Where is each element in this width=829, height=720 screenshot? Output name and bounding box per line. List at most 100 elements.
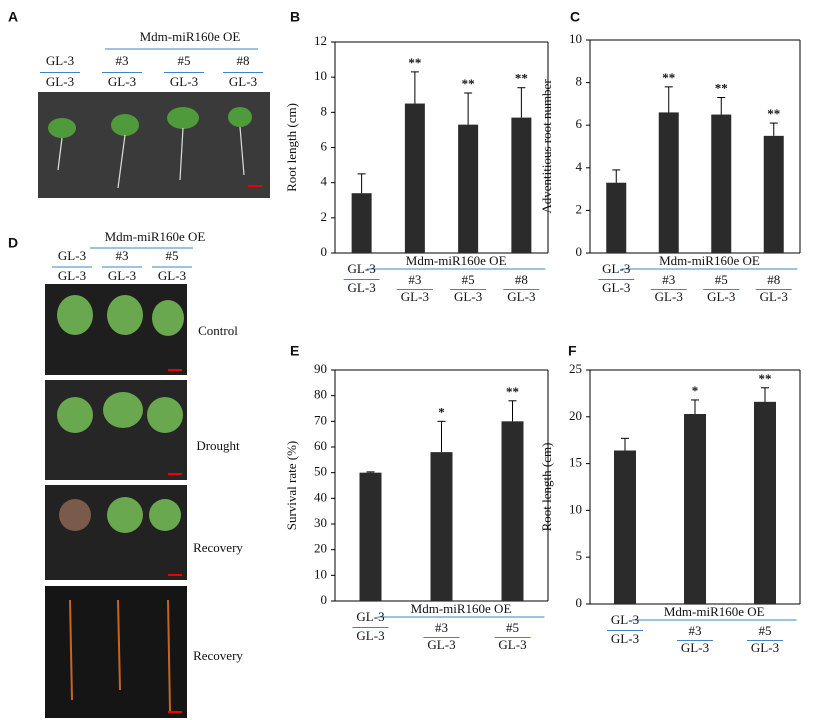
bar xyxy=(404,103,425,254)
x-tick-sublabel: GL-3 xyxy=(427,637,455,652)
y-tick-label: 10 xyxy=(569,501,582,516)
x-tick-label: GL-3 xyxy=(611,612,639,627)
plant-decor xyxy=(48,107,252,138)
x-tick-sublabel: GL-3 xyxy=(751,640,779,655)
y-tick-label: 50 xyxy=(314,464,327,479)
line-label: #8 xyxy=(237,53,250,68)
y-tick-label: 0 xyxy=(321,244,328,259)
bar xyxy=(511,117,532,253)
y-tick-label: 15 xyxy=(569,455,582,470)
x-tick-sublabel: GL-3 xyxy=(655,289,683,304)
line-label: GL-3 xyxy=(108,74,136,89)
root-decor xyxy=(57,126,245,189)
panel-letter: C xyxy=(570,9,580,25)
condition-label: Recovery xyxy=(193,648,243,663)
y-tick-label: 10 xyxy=(314,68,327,83)
bar xyxy=(614,450,636,604)
significance: ** xyxy=(506,384,519,399)
significance: ** xyxy=(462,76,475,91)
significance: ** xyxy=(408,55,421,70)
y-axis-label: Adventitious root number xyxy=(539,79,554,214)
line-label: GL-3 xyxy=(229,74,257,89)
group-label: Mdm-miR160e OE xyxy=(411,601,512,616)
photo xyxy=(38,92,270,198)
y-tick-label: 4 xyxy=(576,159,583,174)
x-tick-label: #5 xyxy=(462,272,475,287)
group-label: Mdm-miR160e OE xyxy=(105,229,206,244)
bar xyxy=(458,124,479,254)
y-tick-label: 0 xyxy=(576,595,583,610)
panel-letter: A xyxy=(8,9,18,25)
y-tick-label: 90 xyxy=(314,361,327,376)
y-tick-label: 25 xyxy=(569,361,582,376)
x-tick-sublabel: GL-3 xyxy=(760,289,788,304)
line-label: GL-3 xyxy=(158,268,186,283)
panel-letter: E xyxy=(290,343,299,359)
x-tick-sublabel: GL-3 xyxy=(498,637,526,652)
x-tick-label: #5 xyxy=(715,272,728,287)
x-tick-sublabel: GL-3 xyxy=(707,289,735,304)
condition-label: Recovery xyxy=(193,540,243,555)
bar xyxy=(763,135,784,253)
y-tick-label: 60 xyxy=(314,438,327,453)
significance: ** xyxy=(759,371,772,386)
x-tick-sublabel: GL-3 xyxy=(681,640,709,655)
bar xyxy=(351,193,372,253)
y-tick-label: 8 xyxy=(576,74,583,89)
photo xyxy=(45,586,187,718)
line-label: #5 xyxy=(178,53,191,68)
y-tick-label: 6 xyxy=(576,116,583,131)
x-tick-label: #3 xyxy=(435,620,448,635)
x-tick-label: GL-3 xyxy=(356,609,384,624)
x-tick-label: GL-3 xyxy=(602,261,630,276)
x-tick-label: #5 xyxy=(506,620,519,635)
y-tick-label: 20 xyxy=(314,541,327,556)
condition-label: Control xyxy=(198,323,238,338)
y-tick-label: 4 xyxy=(321,174,328,189)
y-tick-label: 30 xyxy=(314,515,327,530)
line-label: GL-3 xyxy=(46,53,74,68)
significance: ** xyxy=(715,80,728,95)
line-label: GL-3 xyxy=(108,268,136,283)
x-tick-sublabel: GL-3 xyxy=(602,280,630,295)
y-tick-label: 12 xyxy=(314,33,327,48)
line-label: GL-3 xyxy=(58,248,86,263)
bar xyxy=(501,421,524,601)
panel-letter: B xyxy=(290,9,300,25)
bar xyxy=(684,413,706,604)
line-label: GL-3 xyxy=(46,74,74,89)
x-tick-sublabel: GL-3 xyxy=(356,628,384,643)
y-tick-label: 2 xyxy=(321,209,328,224)
root-decor xyxy=(69,599,171,713)
line-label: GL-3 xyxy=(170,74,198,89)
x-tick-label: #3 xyxy=(689,623,702,638)
y-tick-label: 5 xyxy=(576,548,583,563)
group-label: Mdm-miR160e OE xyxy=(664,604,765,619)
line-label: #3 xyxy=(116,53,129,68)
line-label: #5 xyxy=(166,248,179,263)
y-tick-label: 40 xyxy=(314,489,327,504)
x-tick-sublabel: GL-3 xyxy=(401,289,429,304)
bar xyxy=(359,472,382,601)
group-label: Mdm-miR160e OE xyxy=(406,253,507,268)
plant-decor xyxy=(57,295,184,533)
x-tick-label: GL-3 xyxy=(348,261,376,276)
significance: * xyxy=(438,404,445,419)
bar xyxy=(754,401,776,604)
group-label: Mdm-miR160e OE xyxy=(659,253,760,268)
x-tick-label: #8 xyxy=(515,272,528,287)
x-tick-sublabel: GL-3 xyxy=(507,289,535,304)
y-tick-label: 6 xyxy=(321,138,328,153)
line-label: #3 xyxy=(116,248,129,263)
x-tick-sublabel: GL-3 xyxy=(348,280,376,295)
y-tick-label: 10 xyxy=(569,31,582,46)
significance: * xyxy=(692,383,699,398)
y-axis-label: Root length (cm) xyxy=(539,443,554,532)
condition-label: Drought xyxy=(196,438,240,453)
x-tick-label: #3 xyxy=(408,272,421,287)
significance: ** xyxy=(515,71,528,86)
y-tick-label: 80 xyxy=(314,387,327,402)
bar xyxy=(711,114,732,253)
significance: ** xyxy=(767,106,780,121)
